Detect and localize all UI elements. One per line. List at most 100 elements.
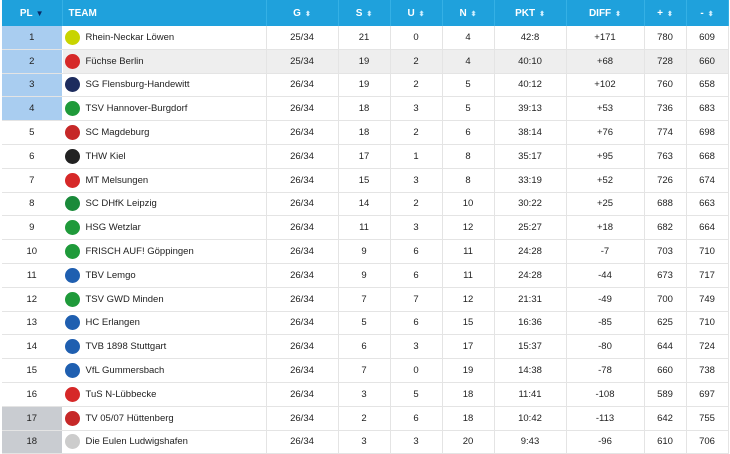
points-cell: 24:28 <box>494 239 567 264</box>
goals-for-cell: 700 <box>644 287 687 312</box>
table-row[interactable]: 12 TSV GWD Minden 26/34 7 7 12 21:31 -49 700 749 <box>2 287 729 312</box>
position-cell: 17 <box>2 406 63 431</box>
col-header-draws[interactable]: U ⬍ <box>390 0 443 26</box>
team-name[interactable]: VfL Gummersbach <box>85 365 165 377</box>
team-cell[interactable]: SG Flensburg-Handewitt <box>62 73 267 98</box>
goals-for-cell: 736 <box>644 96 687 122</box>
table-row[interactable]: 2 Füchse Berlin 25/34 19 2 4 40:10 +68 728 660 <box>2 49 729 74</box>
table-row[interactable]: 10 FRISCH AUF! Göppingen 26/34 9 6 11 24:28 -7 7… <box>2 239 729 264</box>
losses-cell: 19 <box>442 358 495 383</box>
diff-cell: +76 <box>566 120 645 145</box>
col-header-games[interactable]: G ⬍ <box>266 0 339 26</box>
team-name[interactable]: TV 05/07 Hüttenberg <box>85 412 174 424</box>
diff-cell: -96 <box>566 430 645 454</box>
table-row[interactable]: 4 TSV Hannover-Burgdorf 26/34 18 3 5 39:13 +53 7… <box>2 96 729 122</box>
points-cell: 38:14 <box>494 120 567 145</box>
team-cell[interactable]: TVB 1898 Stuttgart <box>62 334 267 360</box>
team-cell[interactable]: TBV Lemgo <box>62 263 267 288</box>
col-header-diff[interactable]: DIFF ⬍ <box>566 0 645 26</box>
team-name[interactable]: SC DHfK Leipzig <box>85 198 157 210</box>
team-name[interactable]: Rhein-Neckar Löwen <box>85 31 175 43</box>
draws-cell: 6 <box>390 311 443 336</box>
goals-against-cell: 724 <box>686 334 729 360</box>
table-row[interactable]: 16 TuS N-Lübbecke 26/34 3 5 18 11:41 -108 589 697 <box>2 382 729 407</box>
position-cell: 13 <box>2 311 63 336</box>
team-cell[interactable]: SC DHfK Leipzig <box>62 192 267 217</box>
goals-for-cell: 673 <box>644 263 687 288</box>
team-name[interactable]: TVB 1898 Stuttgart <box>85 341 167 353</box>
goals-against-cell: 663 <box>686 192 729 217</box>
col-header-pos[interactable]: PL ▼ <box>2 0 63 26</box>
team-cell[interactable]: SC Magdeburg <box>62 120 267 145</box>
games-cell: 26/34 <box>266 168 339 193</box>
team-name[interactable]: SC Magdeburg <box>85 127 150 139</box>
games-cell: 26/34 <box>266 311 339 336</box>
sort-icon: ⬍ <box>304 10 311 18</box>
table-row[interactable]: 18 Die Eulen Ludwigshafen 26/34 3 3 20 9:43 -96… <box>2 430 729 454</box>
table-row[interactable]: 15 VfL Gummersbach 26/34 7 0 19 14:38 -78 660 738 <box>2 358 729 383</box>
team-cell[interactable]: Die Eulen Ludwigshafen <box>62 430 267 454</box>
table-row[interactable]: 5 SC Magdeburg 26/34 18 2 6 38:14 +76 774 698 <box>2 120 729 145</box>
team-name[interactable]: HC Erlangen <box>85 317 140 329</box>
team-cell[interactable]: HC Erlangen <box>62 311 267 336</box>
team-name[interactable]: TSV GWD Minden <box>85 293 164 305</box>
wins-cell: 19 <box>338 49 391 74</box>
team-cell[interactable]: TSV GWD Minden <box>62 287 267 312</box>
team-name[interactable]: TBV Lemgo <box>85 269 136 281</box>
col-header-team[interactable]: TEAM <box>62 0 267 26</box>
diff-cell: -44 <box>566 263 645 288</box>
table-row[interactable]: 6 THW Kiel 26/34 17 1 8 35:17 +95 763 668 <box>2 144 729 169</box>
team-name[interactable]: SG Flensburg-Handewitt <box>85 79 190 91</box>
header-row: PL ▼ TEAM G ⬍ S ⬍ U ⬍ N ⬍ PKT ⬍ DIFF ⬍ + ⬍ - ⬍ <box>2 0 729 26</box>
team-cell[interactable]: THW Kiel <box>62 144 267 169</box>
position-cell: 2 <box>2 49 63 74</box>
points-cell: 10:42 <box>494 406 567 431</box>
team-name[interactable]: Füchse Berlin <box>85 55 144 67</box>
col-header-goals-against[interactable]: - ⬍ <box>686 0 729 26</box>
table-row[interactable]: 7 MT Melsungen 26/34 15 3 8 33:19 +52 726 674 <box>2 168 729 193</box>
team-cell[interactable]: FRISCH AUF! Göppingen <box>62 239 267 264</box>
team-logo-icon <box>64 410 80 426</box>
team-logo-icon <box>64 196 80 212</box>
table-row[interactable]: 14 TVB 1898 Stuttgart 26/34 6 3 17 15:37 -80 644… <box>2 334 729 360</box>
col-header-wins[interactable]: S ⬍ <box>338 0 391 26</box>
team-logo-icon <box>64 434 80 450</box>
team-cell[interactable]: TSV Hannover-Burgdorf <box>62 96 267 122</box>
col-header-losses[interactable]: N ⬍ <box>442 0 495 26</box>
team-logo-icon <box>64 77 80 93</box>
position-cell: 6 <box>2 144 63 169</box>
team-name[interactable]: THW Kiel <box>85 150 126 162</box>
team-cell[interactable]: VfL Gummersbach <box>62 358 267 383</box>
table-row[interactable]: 8 SC DHfK Leipzig 26/34 14 2 10 30:22 +25 688 663 <box>2 192 729 217</box>
col-header-goals-for[interactable]: + ⬍ <box>644 0 687 26</box>
losses-cell: 18 <box>442 406 495 431</box>
team-logo-icon <box>64 339 80 355</box>
team-cell[interactable]: Rhein-Neckar Löwen <box>62 26 267 50</box>
table-row[interactable]: 1 Rhein-Neckar Löwen 25/34 21 0 4 42:8 +171 780 6… <box>2 26 729 50</box>
team-cell[interactable]: TV 05/07 Hüttenberg <box>62 406 267 431</box>
team-cell[interactable]: Füchse Berlin <box>62 49 267 74</box>
wins-cell: 5 <box>338 311 391 336</box>
diff-cell: -108 <box>566 382 645 407</box>
team-name[interactable]: TSV Hannover-Burgdorf <box>85 103 188 115</box>
team-name[interactable]: FRISCH AUF! Göppingen <box>85 246 194 258</box>
table-row[interactable]: 11 TBV Lemgo 26/34 9 6 11 24:28 -44 673 717 <box>2 263 729 288</box>
table-row[interactable]: 13 HC Erlangen 26/34 5 6 15 16:36 -85 625 710 <box>2 311 729 336</box>
draws-cell: 2 <box>390 49 443 74</box>
team-name[interactable]: MT Melsungen <box>85 174 149 186</box>
table-row[interactable]: 3 SG Flensburg-Handewitt 26/34 19 2 5 40:12 +10… <box>2 73 729 98</box>
team-name[interactable]: HSG Wetzlar <box>85 222 141 234</box>
team-cell[interactable]: HSG Wetzlar <box>62 215 267 241</box>
table-row[interactable]: 9 HSG Wetzlar 26/34 11 3 12 25:27 +18 682 664 <box>2 215 729 241</box>
col-header-points[interactable]: PKT ⬍ <box>494 0 567 26</box>
goals-against-cell: 683 <box>686 96 729 122</box>
sort-icon: ⬍ <box>470 10 477 18</box>
team-name[interactable]: TuS N-Lübbecke <box>85 388 157 400</box>
points-cell: 40:10 <box>494 49 567 74</box>
diff-cell: +25 <box>566 192 645 217</box>
table-row[interactable]: 17 TV 05/07 Hüttenberg 26/34 2 6 18 10:42 -113 6… <box>2 406 729 431</box>
team-cell[interactable]: TuS N-Lübbecke <box>62 382 267 407</box>
team-name[interactable]: Die Eulen Ludwigshafen <box>85 436 188 448</box>
team-cell[interactable]: MT Melsungen <box>62 168 267 193</box>
